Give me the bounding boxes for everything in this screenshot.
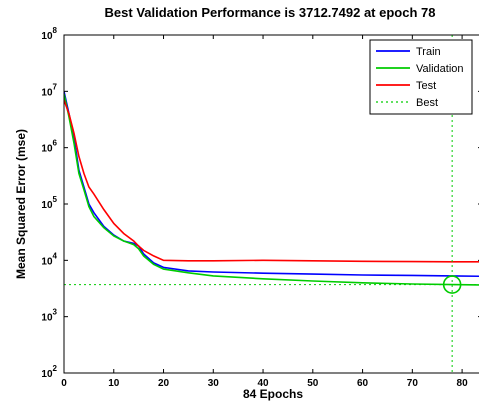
y-tick-label: 106 [41, 139, 57, 155]
x-tick-label: 30 [208, 378, 220, 389]
x-tick-label: 0 [61, 378, 67, 389]
x-tick-label: 40 [257, 378, 269, 389]
y-axis-label: Mean Squared Error (mse) [14, 129, 28, 279]
series-line-validation [64, 93, 479, 286]
legend-label-validation: Validation [416, 63, 464, 75]
x-tick-label: 60 [357, 378, 369, 389]
y-tick-label: 104 [41, 251, 57, 267]
x-tick-label: 50 [307, 378, 319, 389]
chart-title: Best Validation Performance is 3712.7492… [105, 5, 436, 20]
legend-label-train: Train [416, 46, 441, 58]
x-tick-label: 80 [457, 378, 469, 389]
x-axis-label: 84 Epochs [243, 387, 303, 401]
x-tick-label: 70 [407, 378, 419, 389]
series-line-test [64, 99, 479, 263]
y-tick-label: 102 [41, 364, 57, 380]
legend-label-best: Best [416, 97, 438, 109]
y-tick-label: 105 [41, 195, 57, 211]
legend: Train Validation Test Best [369, 39, 473, 115]
x-tick-label: 10 [108, 378, 120, 389]
best-epoch-marker [442, 275, 462, 294]
x-tick-label: 20 [158, 378, 170, 389]
legend-label-test: Test [416, 80, 436, 92]
y-tick-label: 108 [41, 26, 57, 42]
y-tick-label: 103 [41, 308, 57, 324]
y-tick-label: 107 [41, 82, 57, 98]
